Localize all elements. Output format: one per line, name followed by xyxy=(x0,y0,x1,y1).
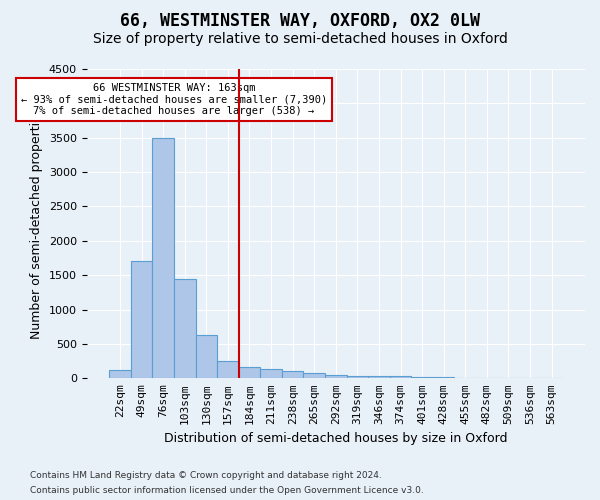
Bar xyxy=(412,377,433,378)
Bar xyxy=(109,370,131,378)
Bar xyxy=(260,370,282,378)
Text: 66 WESTMINSTER WAY: 163sqm
← 93% of semi-detached houses are smaller (7,390)
7% : 66 WESTMINSTER WAY: 163sqm ← 93% of semi… xyxy=(21,82,327,116)
Bar xyxy=(347,376,368,378)
X-axis label: Distribution of semi-detached houses by size in Oxford: Distribution of semi-detached houses by … xyxy=(164,432,508,445)
Bar xyxy=(368,376,390,378)
Bar xyxy=(304,374,325,378)
Bar xyxy=(325,375,347,378)
Y-axis label: Number of semi-detached properties: Number of semi-detached properties xyxy=(30,108,43,340)
Text: Contains HM Land Registry data © Crown copyright and database right 2024.: Contains HM Land Registry data © Crown c… xyxy=(30,471,382,480)
Text: Contains public sector information licensed under the Open Government Licence v3: Contains public sector information licen… xyxy=(30,486,424,495)
Bar xyxy=(196,335,217,378)
Bar xyxy=(152,138,174,378)
Bar xyxy=(217,361,239,378)
Text: Size of property relative to semi-detached houses in Oxford: Size of property relative to semi-detach… xyxy=(92,32,508,46)
Bar xyxy=(174,278,196,378)
Bar xyxy=(390,376,412,378)
Text: 66, WESTMINSTER WAY, OXFORD, OX2 0LW: 66, WESTMINSTER WAY, OXFORD, OX2 0LW xyxy=(120,12,480,30)
Bar xyxy=(131,262,152,378)
Bar xyxy=(282,372,304,378)
Bar xyxy=(239,366,260,378)
